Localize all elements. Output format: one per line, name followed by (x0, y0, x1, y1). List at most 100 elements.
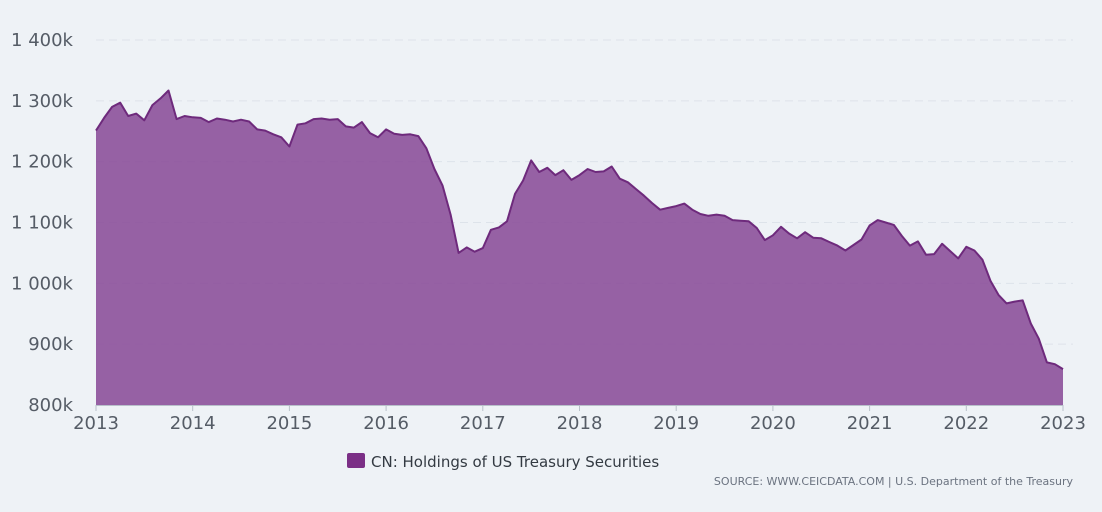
data-point[interactable] (263, 128, 268, 133)
data-point[interactable] (907, 243, 912, 248)
data-point[interactable] (956, 256, 961, 261)
data-point[interactable] (875, 218, 880, 223)
data-point[interactable] (190, 115, 195, 120)
data-point[interactable] (247, 119, 252, 124)
data-point[interactable] (940, 241, 945, 246)
data-point[interactable] (795, 236, 800, 241)
data-point[interactable] (174, 117, 179, 122)
data-point[interactable] (214, 116, 219, 121)
data-point[interactable] (279, 135, 284, 140)
data-point[interactable] (448, 212, 453, 217)
data-point[interactable] (980, 257, 985, 262)
data-point[interactable] (416, 134, 421, 139)
data-point[interactable] (239, 117, 244, 122)
data-point[interactable] (400, 132, 405, 137)
legend-swatch[interactable] (347, 453, 365, 468)
data-point[interactable] (440, 183, 445, 188)
data-point[interactable] (545, 165, 550, 170)
data-point[interactable] (835, 243, 840, 248)
data-point[interactable] (488, 227, 493, 232)
data-point[interactable] (803, 230, 808, 235)
data-point[interactable] (996, 292, 1001, 297)
data-point[interactable] (351, 125, 356, 130)
data-point[interactable] (730, 218, 735, 223)
data-point[interactable] (311, 117, 316, 122)
data-point[interactable] (505, 219, 510, 224)
data-point[interactable] (859, 237, 864, 242)
data-point[interactable] (384, 127, 389, 132)
data-point[interactable] (1012, 299, 1017, 304)
data-point[interactable] (843, 248, 848, 253)
series-area[interactable] (96, 90, 1063, 406)
data-point[interactable] (182, 114, 187, 119)
data-point[interactable] (424, 146, 429, 151)
data-point[interactable] (1036, 336, 1041, 341)
data-point[interactable] (496, 225, 501, 230)
data-point[interactable] (255, 127, 260, 132)
data-point[interactable] (464, 245, 469, 250)
data-point[interactable] (617, 176, 622, 181)
data-point[interactable] (271, 132, 276, 137)
legend[interactable]: CN: Holdings of US Treasury Securities (347, 453, 659, 471)
data-point[interactable] (762, 238, 767, 243)
data-point[interactable] (480, 246, 485, 251)
data-point[interactable] (633, 187, 638, 192)
data-point[interactable] (319, 116, 324, 121)
data-point[interactable] (827, 240, 832, 245)
data-point[interactable] (287, 144, 292, 149)
data-point[interactable] (376, 135, 381, 140)
data-point[interactable] (327, 117, 332, 122)
data-point[interactable] (674, 204, 679, 209)
data-point[interactable] (714, 212, 719, 217)
data-point[interactable] (521, 178, 526, 183)
data-point[interactable] (94, 128, 99, 133)
data-point[interactable] (754, 226, 759, 231)
data-point[interactable] (738, 218, 743, 223)
data-point[interactable] (472, 249, 477, 254)
data-point[interactable] (988, 278, 993, 283)
data-point[interactable] (948, 249, 953, 254)
data-point[interactable] (666, 205, 671, 210)
data-point[interactable] (609, 164, 614, 169)
data-point[interactable] (569, 177, 574, 182)
data-point[interactable] (198, 115, 203, 120)
data-point[interactable] (537, 170, 542, 175)
data-point[interactable] (126, 114, 131, 119)
data-point[interactable] (819, 236, 824, 241)
data-point[interactable] (118, 100, 123, 105)
data-point[interactable] (883, 220, 888, 225)
data-point[interactable] (915, 239, 920, 244)
data-point[interactable] (585, 167, 590, 172)
data-point[interactable] (642, 193, 647, 198)
data-point[interactable] (779, 224, 784, 229)
data-point[interactable] (513, 191, 518, 196)
data-point[interactable] (891, 222, 896, 227)
data-point[interactable] (1004, 301, 1009, 306)
data-point[interactable] (601, 169, 606, 174)
data-point[interactable] (134, 111, 139, 116)
data-point[interactable] (787, 231, 792, 236)
data-point[interactable] (1044, 360, 1049, 365)
data-point[interactable] (206, 120, 211, 125)
data-point[interactable] (658, 207, 663, 212)
data-point[interactable] (432, 167, 437, 172)
data-point[interactable] (303, 121, 308, 126)
data-point[interactable] (924, 252, 929, 257)
data-point[interactable] (1061, 367, 1066, 372)
data-point[interactable] (1052, 362, 1057, 367)
data-point[interactable] (682, 201, 687, 206)
data-point[interactable] (698, 212, 703, 217)
data-point[interactable] (368, 131, 373, 136)
data-point[interactable] (529, 158, 534, 163)
data-point[interactable] (867, 223, 872, 228)
series-line[interactable] (95, 89, 1064, 370)
data-point[interactable] (561, 168, 566, 173)
data-point[interactable] (335, 117, 340, 122)
data-point[interactable] (972, 248, 977, 253)
data-point[interactable] (359, 120, 364, 125)
data-point[interactable] (932, 252, 937, 257)
data-point[interactable] (102, 115, 107, 120)
data-point[interactable] (722, 213, 727, 218)
data-point[interactable] (690, 207, 695, 212)
data-point[interactable] (577, 173, 582, 178)
